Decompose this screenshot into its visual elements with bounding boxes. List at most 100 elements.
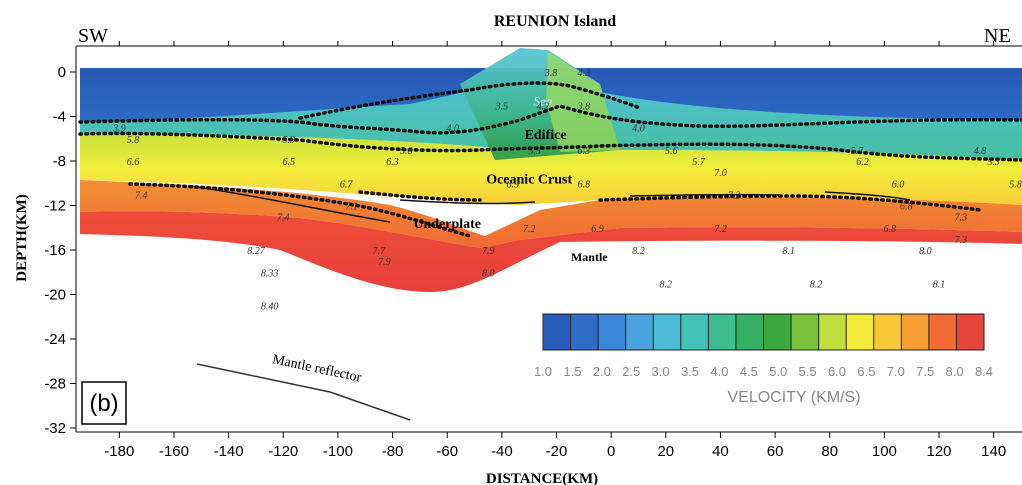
velocity-value-label: 4.3 bbox=[578, 68, 591, 79]
side-label-left: SW bbox=[78, 25, 108, 47]
colorbar-tick-label: 5.0 bbox=[769, 364, 787, 379]
x-tick-label: -40 bbox=[491, 443, 513, 460]
velocity-value-label: 6.8 bbox=[884, 224, 897, 235]
axes bbox=[75, 45, 1022, 433]
velocity-value-label: 7.3 bbox=[955, 235, 968, 246]
velocity-value-label: 7.1 bbox=[345, 202, 358, 213]
velocity-value-label: 7.7 bbox=[373, 246, 387, 257]
moho-east bbox=[629, 193, 781, 197]
colorbar-swatch bbox=[901, 314, 930, 350]
colorbar-tick-label: 2.0 bbox=[593, 364, 611, 379]
colorbar-tick-label: 3.5 bbox=[681, 364, 699, 379]
x-tick-label: -20 bbox=[546, 443, 568, 460]
y-tick-label: -24 bbox=[44, 331, 66, 348]
velocity-colorbar: 1.0 1.5 2.0 2.5 3.0 3.5 4.0 4.5 5.0 5.5 6.0 6.5 7.0 7… bbox=[534, 313, 993, 379]
colorbar-swatch bbox=[928, 314, 957, 350]
region-label: Mantle reflector bbox=[271, 352, 363, 386]
oceanic-crust-layer bbox=[80, 134, 1022, 205]
velocity-value-label: 6.9 bbox=[591, 224, 604, 235]
velocity-value-label: 6.8 bbox=[900, 202, 913, 213]
velocity-value-label: 6.0 bbox=[892, 179, 905, 190]
layer-interfaces bbox=[78, 81, 1022, 238]
velocity-value-label: 3.8 bbox=[544, 68, 558, 79]
velocity-value-label: 8.0 bbox=[482, 268, 495, 279]
y-tick-label: -4 bbox=[53, 109, 66, 126]
interface-crust-bottom bbox=[128, 182, 472, 238]
chart-title: REUNION Island bbox=[494, 13, 616, 30]
colorbar-swatch bbox=[818, 314, 847, 350]
x-tick-label: 20 bbox=[657, 443, 674, 460]
colorbar-swatch bbox=[735, 314, 764, 350]
colorbar-tick-label: 4.0 bbox=[710, 364, 728, 379]
x-tick-label: -100 bbox=[323, 443, 353, 460]
x-tick-label: -140 bbox=[214, 443, 244, 460]
velocity-value-label: 5.8 bbox=[127, 135, 140, 146]
velocity-value-label: 7.2 bbox=[728, 190, 741, 201]
velocity-value-label: 5.7 bbox=[692, 157, 706, 168]
colorbar-tick-label: 7.0 bbox=[887, 364, 905, 379]
y-axis-label: DEPTH(KM) bbox=[14, 194, 30, 282]
y-tick-label: -32 bbox=[44, 420, 66, 437]
velocity-value-label: 5.9 bbox=[282, 135, 295, 146]
colorbar-tick-label: 3.0 bbox=[652, 364, 670, 379]
velocity-value-label: 6.3 bbox=[578, 146, 591, 157]
velocity-value-label: 7.4 bbox=[277, 213, 290, 224]
velocity-value-label: 5.6 bbox=[665, 146, 678, 157]
colorbar-swatch bbox=[680, 314, 709, 350]
x-tick-label: 100 bbox=[872, 443, 897, 460]
x-tick-label: -180 bbox=[104, 443, 134, 460]
velocity-value-label: 6.2 bbox=[856, 157, 869, 168]
colorbar-tick-label: 6.0 bbox=[828, 364, 846, 379]
interface-moho-east bbox=[598, 194, 982, 212]
colorbar-swatch bbox=[846, 314, 875, 350]
interface-upper-crust bbox=[78, 131, 1022, 162]
colorbar-swatch bbox=[763, 314, 792, 350]
velocity-value-label: 8.2 bbox=[632, 246, 645, 257]
colorbar-swatch bbox=[873, 314, 902, 350]
velocity-value-label: 5.8 bbox=[1009, 179, 1022, 190]
x-tick-label: -160 bbox=[159, 443, 189, 460]
colorbar-tick-label: 1.5 bbox=[563, 364, 581, 379]
region-label: Edifice bbox=[525, 128, 567, 143]
x-axis-label: DISTANCE(KM) bbox=[486, 471, 598, 485]
interface-edifice-top bbox=[298, 81, 642, 120]
colorbar-label: VELOCITY (KM/S) bbox=[727, 389, 860, 406]
velocity-value-label: 6.7 bbox=[340, 179, 354, 190]
edifice-light-zone bbox=[546, 52, 620, 152]
velocity-value-label: 3.8 bbox=[577, 101, 591, 112]
velocity-value-label: 6.5 bbox=[282, 157, 295, 168]
region-label: Mantle bbox=[571, 250, 608, 264]
interface-underplate-top bbox=[358, 190, 482, 202]
colorbar-swatch bbox=[543, 314, 572, 350]
velocity-value-label: 7.3 bbox=[955, 213, 968, 224]
colorbar-swatch bbox=[956, 314, 985, 350]
x-ticks-top bbox=[118, 41, 995, 46]
velocity-value-label: 8.33 bbox=[261, 268, 279, 279]
velocity-value-label: 6.8 bbox=[578, 179, 591, 190]
velocity-value-label: 5.3 bbox=[987, 157, 1000, 168]
velocity-value-label: 4.0 bbox=[446, 124, 459, 135]
model-image bbox=[80, 48, 1022, 292]
underplate-layer bbox=[80, 180, 1022, 248]
colorbar-swatch bbox=[625, 314, 654, 350]
region-label: Oceanic Crust bbox=[486, 172, 572, 187]
x-tick-label: 140 bbox=[981, 443, 1006, 460]
y-ticks: 0 -4 -8 -12 -16 -20 -24 -28 -32 bbox=[44, 64, 76, 437]
panel-label-box bbox=[81, 381, 127, 425]
moho-central bbox=[399, 199, 536, 205]
side-label-right: NE bbox=[984, 25, 1011, 47]
velocity-value-label: 6.9 bbox=[507, 179, 520, 190]
velocity-value-label: 4.8 bbox=[974, 146, 987, 157]
velocity-value-label: 3.5 bbox=[495, 101, 509, 112]
mantle-reflector-line bbox=[196, 363, 411, 421]
velocity-value-label: 8.2 bbox=[810, 279, 823, 290]
mantle-layer bbox=[80, 211, 1022, 292]
velocity-value-label: 7.2 bbox=[714, 224, 727, 235]
colorbar-tick-label: 5.5 bbox=[799, 364, 817, 379]
velocity-value-label: 8.0 bbox=[919, 246, 932, 257]
moho-far-east bbox=[824, 191, 911, 201]
velocity-value-label: 8.1 bbox=[783, 246, 796, 257]
x-ticks: -180 -160 -140 -120 -100 -80 -60 -40 -20 0 20 40 60 8… bbox=[104, 432, 1006, 460]
moho-solid-lines bbox=[189, 185, 911, 223]
velocity-value-label: 7.0 bbox=[714, 168, 727, 179]
